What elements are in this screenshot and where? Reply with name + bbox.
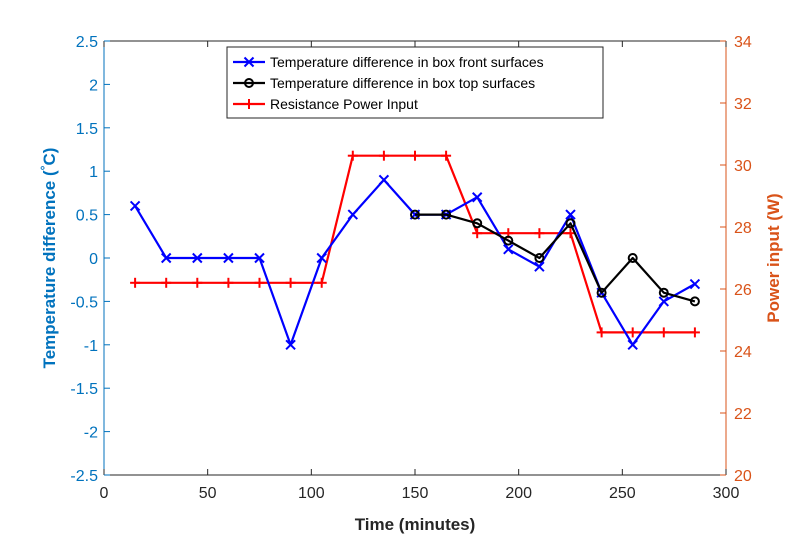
y-right-axis-label: Power input (W) [764,193,783,322]
y-right-tick-label-6: 32 [734,96,752,113]
y-left-tick-label-3: -1 [84,338,98,355]
x-tick-label-6: 300 [713,485,740,502]
x-tick-label-0: 0 [100,485,109,502]
y-left-tick-label-10: 2.5 [76,34,98,51]
y-left-tick-label-9: 2 [89,77,98,94]
y-left-axis-label: Temperature difference (°C) [38,148,59,369]
y-left-tick-label-7: 1 [89,164,98,181]
legend: Temperature difference in box front surf… [227,47,603,118]
y-right-tick-label-4: 28 [734,220,752,237]
y-left-tick-label-6: 0.5 [76,208,98,225]
y-left-tick-label-2: -1.5 [70,381,98,398]
y-right-tick-label-0: 20 [734,468,752,485]
legend-entry-1: Temperature difference in box top surfac… [233,75,535,91]
x-tick-label-3: 150 [402,485,429,502]
x-tick-label-2: 100 [298,485,325,502]
legend-entry-0: Temperature difference in box front surf… [233,54,544,70]
y-left-tick-label-1: -2 [84,425,98,442]
y-right-tick-label-2: 24 [734,344,752,361]
y-left-label-part2: C) [40,148,59,166]
legend-entry-1-label: Temperature difference in box top surfac… [270,75,535,91]
y-left-tick-label-4: -0.5 [70,294,98,311]
y-right-tick-label-1: 22 [734,406,752,423]
legend-entry-0-label: Temperature difference in box front surf… [270,54,544,70]
x-tick-label-5: 250 [609,485,636,502]
y-left-label-part1: Temperature difference ( [40,170,59,368]
y-right-tick-label-7: 34 [734,34,752,51]
y-left-tick-label-5: 0 [89,251,98,268]
x-tick-label-1: 50 [199,485,217,502]
y-right-tick-label-5: 30 [734,158,752,175]
legend-entry-2-label: Resistance Power Input [270,96,418,112]
y-left-tick-label-0: -2.5 [70,468,98,485]
y-right-tick-label-3: 26 [734,282,752,299]
y-left-tick-label-8: 1.5 [76,121,98,138]
x-axis-label: Time (minutes) [355,515,476,534]
x-tick-label-4: 200 [505,485,532,502]
